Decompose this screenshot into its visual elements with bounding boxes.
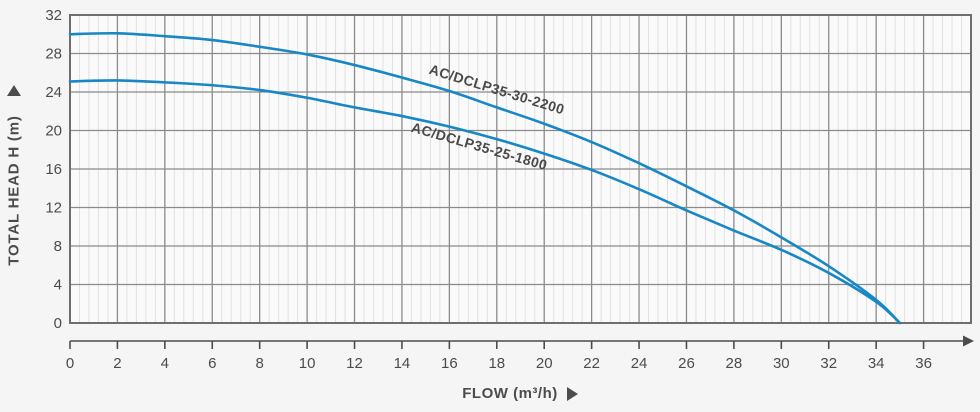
x-tick-label: 8 (256, 355, 264, 372)
y-tick-label: 4 (54, 277, 62, 294)
x-tick-label: 14 (394, 355, 411, 372)
x-axis-title: FLOW (m³/h) (462, 385, 558, 402)
x-tick-label: 10 (299, 355, 316, 372)
x-tick-label: 20 (536, 355, 553, 372)
x-tick-label: 16 (441, 355, 458, 372)
x-tick-label: 28 (726, 355, 743, 372)
x-tick-label: 6 (208, 355, 216, 372)
x-tick-label: 24 (631, 355, 648, 372)
y-tick-label: 20 (45, 123, 62, 140)
x-tick-label: 2 (113, 355, 121, 372)
y-tick-label: 28 (45, 46, 62, 63)
plot-border (69, 14, 972, 324)
y-tick-label: 24 (45, 84, 62, 101)
x-axis-title-row: FLOW (m³/h) (60, 385, 980, 402)
curve-ac-dclp35-25-1800 (68, 79, 902, 325)
y-axis-title: TOTAL HEAD H (m) (5, 115, 23, 266)
curve-ac-dclp35-30-2200 (68, 31, 902, 325)
x-tick-label: 4 (161, 355, 169, 372)
x-tick-label: 18 (488, 355, 505, 372)
y-tick-label: 0 (54, 315, 62, 332)
x-tick-label: 22 (583, 355, 600, 372)
x-tick-label: 26 (678, 355, 695, 372)
right-arrow-icon (566, 386, 578, 401)
y-tick-label: 12 (45, 200, 62, 217)
x-tick-label: 12 (346, 355, 363, 372)
x-tick-label: 34 (868, 355, 885, 372)
x-tick-label: 30 (773, 355, 790, 372)
x-tick-label: 0 (66, 355, 74, 372)
y-axis: 0 4 8 12 16 20 24 28 32 (45, 7, 62, 332)
x-tick-label: 36 (915, 355, 932, 372)
y-tick-label: 8 (54, 238, 62, 255)
up-arrow-icon (7, 85, 21, 96)
y-tick-label: 32 (45, 7, 62, 24)
x-axis: 0 2 4 6 8 10 12 14 16 18 20 22 24 26 28 30 32 34 36 (66, 335, 974, 372)
x-axis-arrow-icon (963, 335, 974, 347)
x-tick-label: 32 (820, 355, 837, 372)
y-tick-label: 16 (45, 161, 62, 178)
